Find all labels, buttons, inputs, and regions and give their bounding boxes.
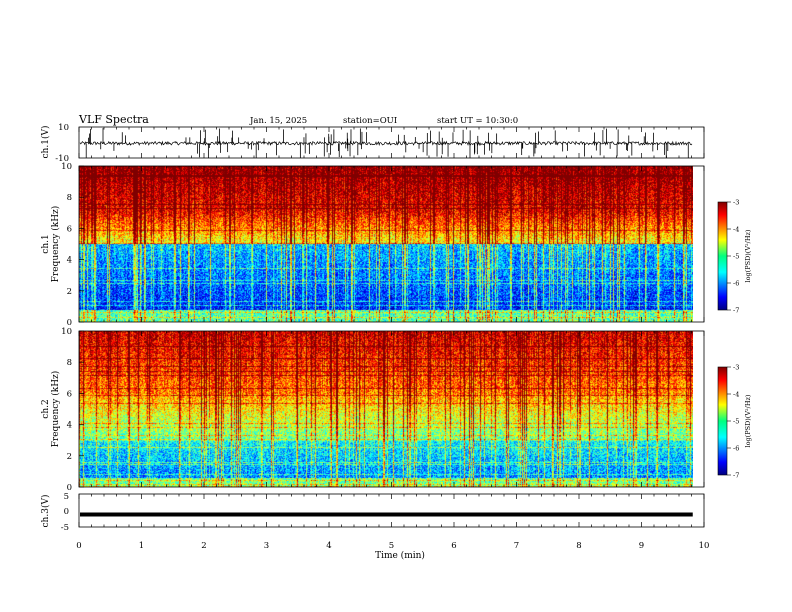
ch1-colorbar-ticks: -3 -4 -5 -6 -7 — [727, 199, 739, 315]
y-tick-label: 0 — [67, 318, 72, 328]
ch1-waveform-spikes — [85, 128, 689, 158]
x-tick-label: 1 — [139, 541, 144, 551]
figure-title: VLF Spectra — [78, 113, 149, 126]
x-tick-label: 2 — [201, 541, 206, 551]
ch3-waveform-ylabel: ch.3(V) — [40, 495, 51, 528]
x-axis-label: Time (min) — [375, 550, 425, 561]
ch1-colorbar-scale — [717, 201, 728, 311]
ch2-spec-ylabel-frequency: Frequency (kHz) — [50, 371, 61, 448]
colorbar-tick-label: -4 — [733, 391, 739, 399]
ch2-spectrogram-ticks — [78, 331, 705, 487]
ch1-colorbar: -3 -4 -5 -6 -7 log(PSD)(V²/Hz) — [717, 199, 752, 315]
ch1-spectrogram-image — [79, 166, 693, 322]
ch1-spectrogram-image-wrap — [79, 166, 693, 322]
y-tick-label: 0 — [67, 483, 72, 493]
x-axis-tick-labels: 0 1 2 3 4 5 6 7 8 9 10 — [76, 541, 709, 551]
ch1-spec-ylabel-frequency: Frequency (kHz) — [50, 206, 61, 283]
ch2-spectrogram-panel: ch.2 Frequency (kHz) 0 2 4 6 8 10 -3 -4 -5 -6 -7 … — [41, 327, 752, 493]
y-tick-label: 8 — [67, 358, 72, 368]
x-tick-label: 0 — [76, 541, 81, 551]
ch1-spectrogram-ytick-labels: 0 2 4 6 8 10 — [61, 162, 84, 328]
y-tick-label: 6 — [67, 389, 72, 399]
x-tick-label: 9 — [639, 541, 644, 551]
ch2-colorbar-ticks: -3 -4 -5 -6 -7 — [727, 364, 739, 480]
y-tick-label: 10 — [61, 162, 72, 172]
colorbar-tick-label: -3 — [733, 199, 739, 207]
colorbar-tick-label: -7 — [733, 472, 739, 480]
y-tick-label: 8 — [67, 193, 72, 203]
y-tick-label: 6 — [67, 224, 72, 234]
ch3-ytick-bottom: -5 — [61, 523, 69, 533]
y-tick-label: 4 — [67, 256, 72, 266]
x-tick-label: 8 — [576, 541, 581, 551]
y-tick-label: 2 — [67, 452, 72, 462]
ch2-colorbar: -3 -4 -5 -6 -7 log(PSD)(V²/Hz) — [717, 364, 752, 480]
x-tick-label: 3 — [264, 541, 269, 551]
x-tick-label: 4 — [326, 541, 331, 551]
ch2-colorbar-scale — [717, 366, 728, 476]
y-tick-label: 10 — [61, 327, 72, 337]
ch2-spec-ylabel-channel: ch.2 — [41, 399, 51, 418]
ch1-waveform-ylabel: ch.1(V) — [40, 126, 51, 159]
ch1-spec-ylabel-channel: ch.1 — [41, 234, 51, 253]
ch2-spectrogram-image — [79, 331, 693, 487]
ch2-spectrogram-ytick-labels: 0 2 4 6 8 10 — [61, 327, 84, 493]
ch1-ytick-bottom: -10 — [55, 154, 69, 164]
station-label: station=OUI — [343, 116, 397, 126]
ch1-ytick-top: 10 — [58, 123, 69, 133]
x-tick-label: 6 — [451, 541, 456, 551]
ch3-waveform-ticks — [78, 494, 705, 527]
colorbar-tick-label: -3 — [733, 364, 739, 372]
y-tick-label: 2 — [67, 287, 72, 297]
date-label: Jan. 15, 2025 — [249, 116, 307, 126]
colorbar-tick-label: -6 — [733, 280, 739, 288]
x-tick-label: 7 — [514, 541, 519, 551]
ch1-spectrogram-ticks — [78, 166, 705, 322]
ch1-colorbar-label: log(PSD)(V²/Hz) — [744, 229, 752, 282]
ch3-ytick-mid: 0 — [64, 507, 69, 517]
x-tick-label: 10 — [699, 541, 710, 551]
colorbar-tick-label: -6 — [733, 445, 739, 453]
ch2-colorbar-label: log(PSD)(V²/Hz) — [744, 394, 752, 447]
ch3-ytick-top: 5 — [64, 492, 69, 502]
ch3-waveform-panel: ch.3(V) 5 0 -5 — [40, 492, 705, 533]
colorbar-tick-label: -5 — [733, 418, 739, 426]
colorbar-tick-label: -5 — [733, 253, 739, 261]
y-tick-label: 4 — [67, 421, 72, 431]
ch1-waveform-ticks — [78, 127, 705, 158]
ch2-spectrogram-image-wrap — [79, 331, 693, 487]
start-ut-label: start UT = 10:30:0 — [437, 116, 518, 126]
ch1-waveform-panel: ch.1(V) 10 -10 — [40, 123, 705, 164]
colorbar-tick-label: -7 — [733, 307, 739, 315]
ch1-spectrogram-panel: ch.1 Frequency (kHz) 0 2 4 6 8 10 -3 -4 -5 -6 -7 … — [41, 162, 752, 328]
x-tick-label: 5 — [389, 541, 394, 551]
colorbar-tick-label: -4 — [733, 226, 739, 234]
ch1-waveform-trace — [79, 140, 693, 147]
